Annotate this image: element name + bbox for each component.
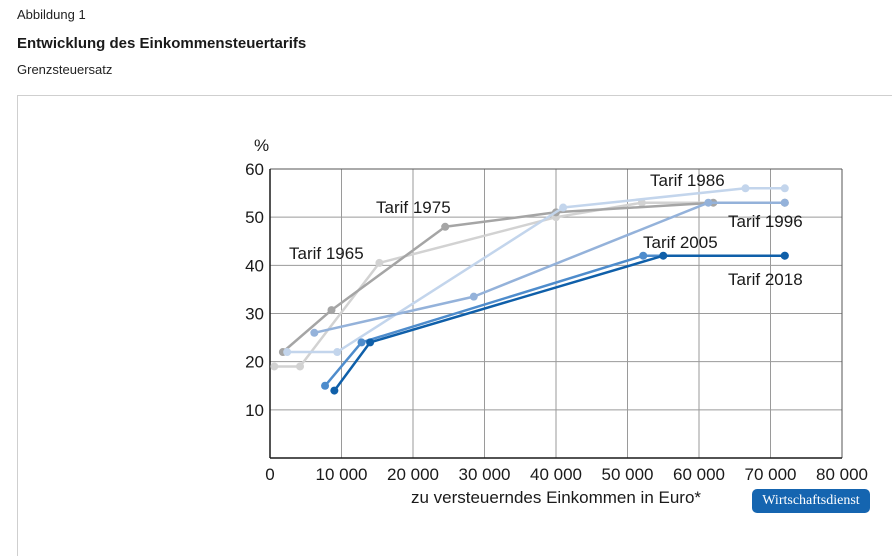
series-line-tarif-1986	[285, 187, 787, 354]
data-point-tarif-1996	[469, 292, 478, 301]
data-point-tarif-1986	[283, 348, 292, 357]
data-point-tarif-1975	[441, 222, 450, 231]
data-point-tarif-1986	[333, 348, 342, 357]
annotation-tarif-1965: Tarif 1965	[289, 244, 364, 263]
x-tick-label: 30 000	[459, 465, 511, 484]
data-point-tarif-1996	[780, 198, 789, 207]
data-point-tarif-1965	[296, 362, 305, 371]
data-point-tarif-2018	[330, 386, 339, 395]
x-tick-label: 20 000	[387, 465, 439, 484]
data-point-tarif-1986	[741, 184, 750, 193]
data-point-tarif-1975	[327, 306, 336, 315]
annotation-tarif-1986: Tarif 1986	[650, 171, 725, 190]
axis-ticks: 0 10 000 20 000 30 000 40 000 50 000 60 000 70 …	[245, 160, 868, 484]
data-point-tarif-1965	[270, 362, 279, 371]
annotation-tarif-1996: Tarif 1996	[728, 212, 803, 231]
y-tick-label: 30	[245, 305, 264, 324]
chart-frame	[17, 95, 892, 556]
annotation-tarif-1975: Tarif 1975	[376, 198, 451, 217]
series-lines	[270, 184, 789, 395]
annotation-tarif-2018: Tarif 2018	[728, 270, 803, 289]
data-point-tarif-2005	[321, 381, 330, 390]
y-tick-label: 50	[245, 208, 264, 227]
data-point-tarif-2005	[357, 338, 366, 347]
data-point-tarif-2005	[639, 251, 648, 260]
x-tick-label: 50 000	[602, 465, 654, 484]
line-chart: 0 10 000 20 000 30 000 40 000 50 000 60 000 70 …	[245, 136, 868, 507]
data-point-tarif-1986	[559, 203, 568, 212]
x-tick-label: 60 000	[673, 465, 725, 484]
y-tick-label: 40	[245, 256, 264, 275]
data-point-tarif-1965	[637, 198, 646, 207]
data-point-tarif-1965	[375, 258, 384, 267]
figure-number: Abbildung 1	[17, 7, 86, 22]
data-point-tarif-2018	[366, 338, 375, 347]
data-point-tarif-2018	[659, 251, 668, 260]
chart-title: Entwicklung des Einkommensteuertarifs	[17, 35, 307, 52]
series-line-tarif-1965	[273, 201, 787, 368]
x-tick-label: 80 000	[816, 465, 868, 484]
x-axis-title: zu versteuerndes Einkommen in Euro*	[411, 488, 701, 507]
series-line-tarif-2005	[323, 254, 787, 388]
x-tick-label: 70 000	[745, 465, 797, 484]
chart-subtitle: Grenzsteuersatz	[17, 62, 113, 77]
series-line-tarif-2018	[333, 254, 787, 392]
y-tick-label: 20	[245, 353, 264, 372]
y-axis-unit: %	[254, 136, 269, 155]
y-tick-label: 10	[245, 401, 264, 420]
x-tick-label: 40 000	[530, 465, 582, 484]
grid	[269, 168, 843, 459]
annotation-tarif-2005: Tarif 2005	[643, 233, 718, 252]
data-point-tarif-1986	[780, 184, 789, 193]
data-point-tarif-1996	[704, 198, 713, 207]
x-tick-label: 10 000	[316, 465, 368, 484]
y-tick-label: 60	[245, 160, 264, 179]
series-line-tarif-1996	[313, 201, 787, 335]
source-badge: Wirtschaftsdienst	[752, 489, 870, 513]
data-point-tarif-2018	[780, 251, 789, 260]
data-point-tarif-1996	[310, 328, 319, 337]
x-tick-label: 0	[265, 465, 274, 484]
